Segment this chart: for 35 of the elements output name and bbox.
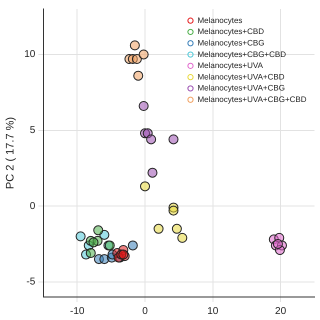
point <box>93 225 104 236</box>
legend-label: Melanocytes+CBG+CBD <box>197 50 286 59</box>
point <box>76 231 86 242</box>
point <box>88 237 98 248</box>
point <box>154 224 164 234</box>
point <box>177 232 188 243</box>
legend-label: Melanocytes <box>197 16 242 25</box>
point <box>140 181 150 192</box>
y-tick-label: 5 <box>30 125 36 136</box>
point <box>133 70 144 81</box>
x-tick-label: -10 <box>70 306 85 317</box>
point <box>128 240 138 250</box>
y-tick-label: 10 <box>24 49 36 60</box>
point <box>86 248 96 258</box>
legend-label: Melanocytes+UVA+CBD <box>197 72 285 82</box>
x-tick-label: 20 <box>275 306 287 317</box>
point <box>138 101 149 112</box>
legend-label: Melanocytes+UVA+CBG <box>197 84 285 93</box>
point <box>146 134 156 144</box>
point <box>172 224 182 234</box>
y-tick-label: -5 <box>26 276 36 288</box>
legend-label: Melanocytes+CBG <box>197 38 264 48</box>
point <box>138 49 149 60</box>
y-tick-label: 0 <box>30 200 36 212</box>
legend-label: Melanocytes+CBD <box>197 27 264 36</box>
x-tick-label: 0 <box>142 306 148 317</box>
x-tick-label: 10 <box>207 306 219 317</box>
point <box>168 206 178 216</box>
point <box>168 134 178 144</box>
legend-label: Melanocytes+UVA+CBG+CBD <box>197 94 307 104</box>
point <box>147 168 158 178</box>
point <box>130 40 140 50</box>
y-axis-title: PC 2 ( 17.7 %) <box>4 116 17 190</box>
point <box>132 54 142 64</box>
legend-label: Melanocytes+UVA <box>197 61 264 70</box>
